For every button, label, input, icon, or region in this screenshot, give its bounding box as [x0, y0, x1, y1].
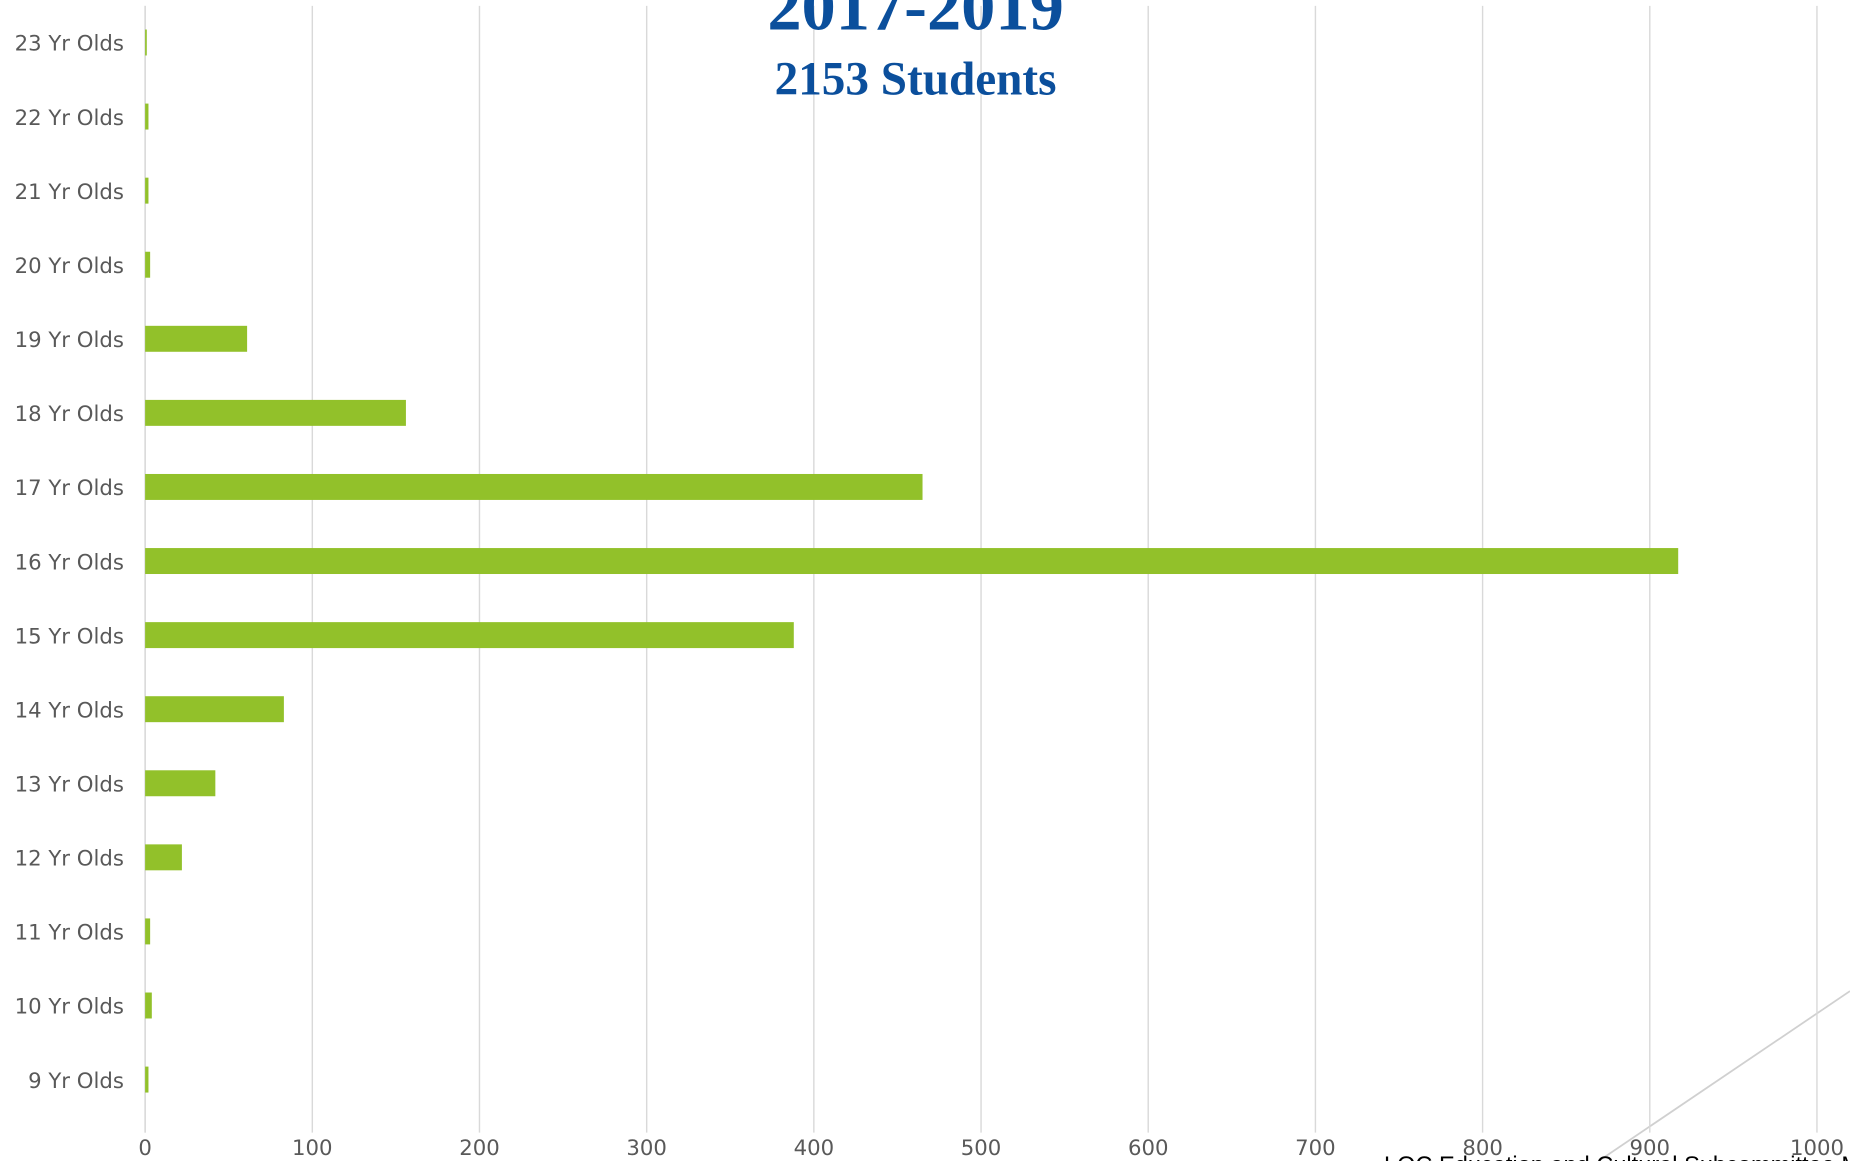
- x-tick-label: 600: [1128, 1136, 1169, 1161]
- y-tick-label: 23 Yr Olds: [15, 32, 124, 57]
- x-tick-label: 700: [1295, 1136, 1336, 1161]
- x-tick-label: 200: [459, 1136, 500, 1161]
- chart-subtitle: 2153 Students: [775, 53, 1057, 105]
- bar: [145, 992, 152, 1019]
- x-tick-label: 400: [794, 1136, 835, 1161]
- y-tick-label: 15 Yr Olds: [15, 624, 124, 649]
- bar: [145, 177, 149, 204]
- x-tick-label: 300: [626, 1136, 667, 1161]
- y-tick-label: 22 Yr Olds: [15, 106, 124, 131]
- y-tick-label: 18 Yr Olds: [15, 402, 124, 427]
- y-tick-label: 11 Yr Olds: [15, 921, 124, 946]
- bar: [145, 770, 216, 797]
- x-tick-label: 100: [292, 1136, 333, 1161]
- bar: [145, 29, 147, 56]
- bar: [145, 622, 794, 649]
- y-tick-label: 13 Yr Olds: [15, 773, 124, 798]
- y-tick-label: 21 Yr Olds: [15, 180, 124, 205]
- bar: [145, 103, 149, 130]
- bar: [145, 548, 1679, 575]
- bar: [145, 918, 151, 945]
- decor-line: [1598, 990, 1850, 1161]
- bar: [145, 844, 182, 871]
- footer-text: LOC Education and Cultural Subcommittee …: [1384, 1152, 1850, 1161]
- y-tick-label: 19 Yr Olds: [15, 328, 124, 353]
- bar: [145, 325, 248, 352]
- bar: [145, 251, 151, 278]
- bar: [145, 473, 923, 500]
- y-tick-label: 20 Yr Olds: [15, 254, 124, 279]
- x-tick-label: 800: [1462, 1136, 1503, 1161]
- x-tick-label: 500: [961, 1136, 1002, 1161]
- bar: [145, 399, 406, 426]
- y-tick-label: 9 Yr Olds: [28, 1069, 124, 1094]
- x-tick-label: 900: [1630, 1136, 1671, 1161]
- y-tick-label: 16 Yr Olds: [15, 550, 124, 575]
- y-tick-label: 17 Yr Olds: [15, 476, 124, 501]
- bar: [145, 1066, 149, 1093]
- y-tick-label: 12 Yr Olds: [15, 847, 124, 872]
- chart-title: 2017-2019: [767, 0, 1063, 45]
- x-tick-label: 0: [138, 1136, 152, 1161]
- x-tick-label: 1000: [1790, 1136, 1844, 1161]
- y-tick-label: 14 Yr Olds: [15, 698, 124, 723]
- y-tick-label: 10 Yr Olds: [15, 995, 124, 1020]
- bar: [145, 696, 284, 723]
